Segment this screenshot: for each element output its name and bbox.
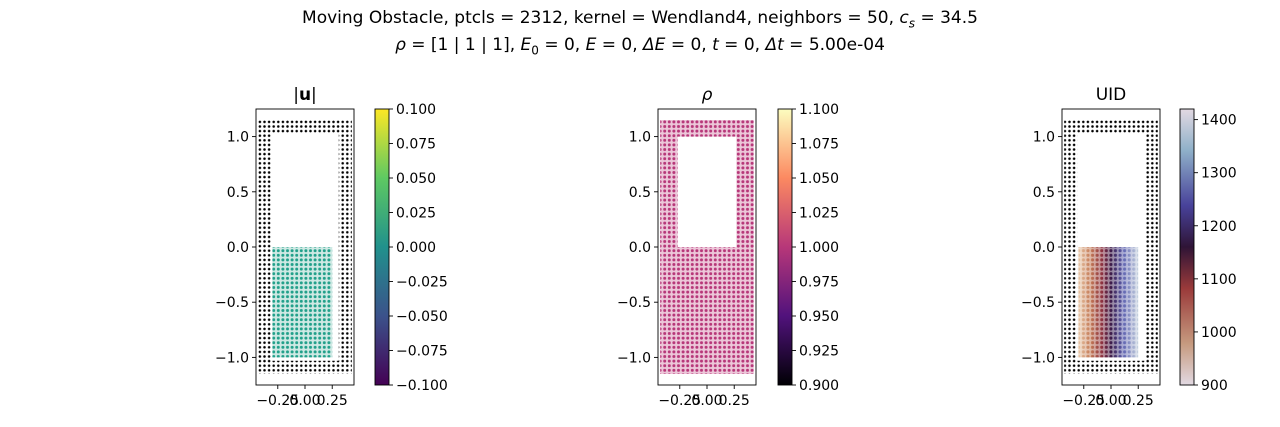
colorbar-tick-label: 0.050 <box>396 171 436 187</box>
colorbar-tick-label: 1.050 <box>799 171 839 187</box>
colorbar-tick-label: 1.100 <box>799 102 839 118</box>
colorbar-tick-label: −0.050 <box>396 309 448 325</box>
title-part: | <box>293 85 299 105</box>
y-tick-label: −1.0 <box>1021 350 1055 366</box>
y-tick-label: 0.5 <box>629 185 651 201</box>
t-symbol: t <box>712 35 719 55</box>
colorbar-tick-label: 1100 <box>1201 272 1237 288</box>
y-tick-label: 0.5 <box>227 185 249 201</box>
x-tick-label: 0.00 <box>1095 393 1126 409</box>
y-tick-label: 1.0 <box>227 130 249 146</box>
colorbar-tick-label: −0.100 <box>396 378 448 394</box>
dt-symbol: Δt <box>765 35 784 55</box>
colorbar-tick-label: 1300 <box>1201 166 1237 182</box>
y-tick-label: −0.5 <box>1021 295 1055 311</box>
colorbar-tick-label: 0.925 <box>799 344 839 360</box>
x-tick-label: −0.25 <box>1062 393 1105 409</box>
title-bold-part: u <box>299 85 311 105</box>
y-tick-label: 0.0 <box>1033 240 1055 256</box>
cs-subscript: s <box>908 16 916 31</box>
colorbar-tick-label: 0.975 <box>799 275 839 291</box>
cs-symbol: c <box>899 8 909 28</box>
x-tick-label: 0.25 <box>719 393 750 409</box>
y-tick-label: 1.0 <box>629 130 651 146</box>
figure-title-line2: ρ = [1 | 1 | 1], E0 = 0, E = 0, ΔE = 0, … <box>0 35 1280 57</box>
colorbar-tick-label: 1.075 <box>799 137 839 153</box>
colorbar-twilight <box>1179 108 1195 386</box>
colorbar-tick-label: 0.000 <box>396 240 436 256</box>
fluid-particles <box>272 247 333 358</box>
colorbar-tick-label: 1400 <box>1201 113 1237 129</box>
e0-value: = 0, <box>538 35 586 55</box>
e0-symbol: E <box>520 35 532 55</box>
rho-value: = [1 | 1 | 1], <box>405 35 521 55</box>
colorbar-tick-label: 1200 <box>1201 219 1237 235</box>
panel-3: UID −1.0 −0.5 0.0 0.5 1.0 −0.250.000.25 1400 130… <box>1021 85 1237 409</box>
panel-1: |u| −1.0 −0.5 0.0 0.5 1.0 −0.250.000.25 0.100 0.… <box>215 85 448 409</box>
colorbar-tick-label: 0.100 <box>396 102 436 118</box>
colorbar-viridis <box>374 108 390 386</box>
colorbar-tick-label: 0.900 <box>799 378 839 394</box>
x-tick-label: −0.25 <box>658 393 701 409</box>
y-tick-label: −1.0 <box>617 350 651 366</box>
e-value: = 0, <box>596 35 644 55</box>
e-symbol: E <box>585 35 597 55</box>
title-line1-prefix: Moving Obstacle, ptcls = 2312, kernel = … <box>302 8 900 28</box>
rho-symbol: ρ <box>395 35 406 55</box>
x-tick-label: 0.00 <box>289 393 320 409</box>
figure-title-line1: Moving Obstacle, ptcls = 2312, kernel = … <box>0 8 1280 30</box>
x-tick-label: 0.00 <box>691 393 722 409</box>
t-value: = 0, <box>718 35 766 55</box>
panel-title: UID <box>1096 85 1127 105</box>
title-part: | <box>311 85 317 105</box>
colorbar-tick-label: 1.025 <box>799 206 839 222</box>
y-tick-label: 0.0 <box>629 240 651 256</box>
panel-title: ρ <box>702 85 713 105</box>
colorbar-tick-label: 900 <box>1201 378 1228 394</box>
x-tick-label: 0.25 <box>317 393 348 409</box>
colorbar-tick-label: −0.075 <box>396 344 448 360</box>
e0-subscript: 0 <box>531 43 539 58</box>
colorbar-tick-label: 1000 <box>1201 325 1237 341</box>
colorbar-tick-label: 0.075 <box>396 137 436 153</box>
cs-value: = 34.5 <box>915 8 978 28</box>
x-tick-label: 0.25 <box>1123 393 1154 409</box>
y-tick-label: −0.5 <box>617 295 651 311</box>
y-tick-label: 0.5 <box>1033 185 1055 201</box>
density-particles <box>660 120 754 374</box>
de-value: = 0, <box>665 35 713 55</box>
panel-title: |u| <box>293 85 317 105</box>
wall-particles <box>258 120 352 374</box>
colorbar-magma <box>777 108 793 386</box>
panels-group: |u|−1.0−0.50.00.51.0−0.250.000.250.1000.… <box>215 85 1237 409</box>
fluid-particles <box>1078 247 1139 358</box>
colorbar-tick-label: 1.000 <box>799 240 839 256</box>
wall-particles <box>1064 120 1158 374</box>
y-tick-label: −0.5 <box>215 295 249 311</box>
dt-value: = 5.00e-04 <box>783 35 885 55</box>
colorbar-tick-label: 0.950 <box>799 309 839 325</box>
de-symbol: ΔE <box>643 35 666 55</box>
y-tick-label: 0.0 <box>227 240 249 256</box>
colorbar-tick-label: −0.025 <box>396 275 448 291</box>
x-tick-label: −0.25 <box>256 393 299 409</box>
y-tick-label: 1.0 <box>1033 130 1055 146</box>
panel-2: ρ −1.0 −0.5 0.0 0.5 1.0 −0.250.000.25 1.100 1.07… <box>617 85 839 409</box>
colorbar-tick-label: 0.025 <box>396 206 436 222</box>
y-tick-label: −1.0 <box>215 350 249 366</box>
